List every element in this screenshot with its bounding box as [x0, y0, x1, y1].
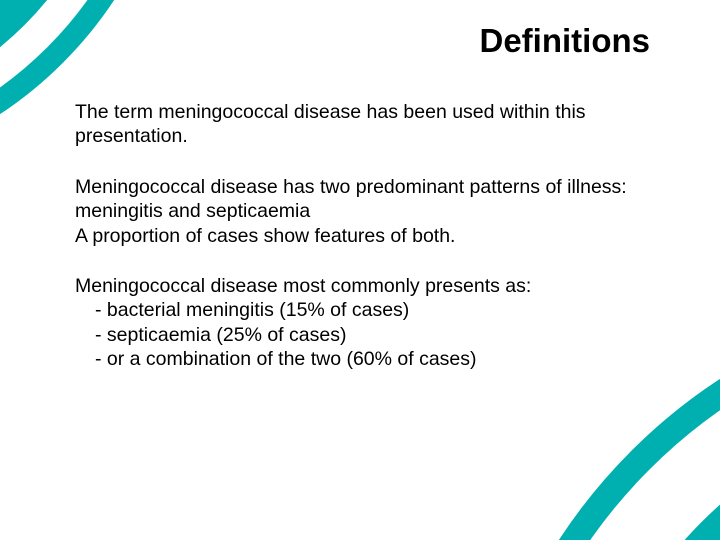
- paragraph-1: The term meningococcal disease has been …: [75, 100, 640, 149]
- text-p2a: Meningococcal disease has two predominan…: [75, 176, 627, 222]
- paragraph-2: Meningococcal disease has two predominan…: [75, 175, 640, 248]
- bullet-3: - or a combination of the two (60% of ca…: [75, 348, 477, 370]
- slide-title: Definitions: [480, 22, 651, 60]
- bullet-2: - septicaemia (25% of cases): [75, 324, 346, 346]
- paragraph-3: Meningococcal disease most commonly pres…: [75, 274, 640, 372]
- text-p2b: A proportion of cases show features of b…: [75, 225, 455, 247]
- text-p3-lead: Meningococcal disease most commonly pres…: [75, 275, 531, 297]
- slide-body: The term meningococcal disease has been …: [75, 100, 640, 371]
- text-p1: The term meningococcal disease has been …: [75, 101, 586, 147]
- bullet-1: - bacterial meningitis (15% of cases): [75, 299, 409, 321]
- slide: Definitions The term meningococcal disea…: [0, 0, 720, 540]
